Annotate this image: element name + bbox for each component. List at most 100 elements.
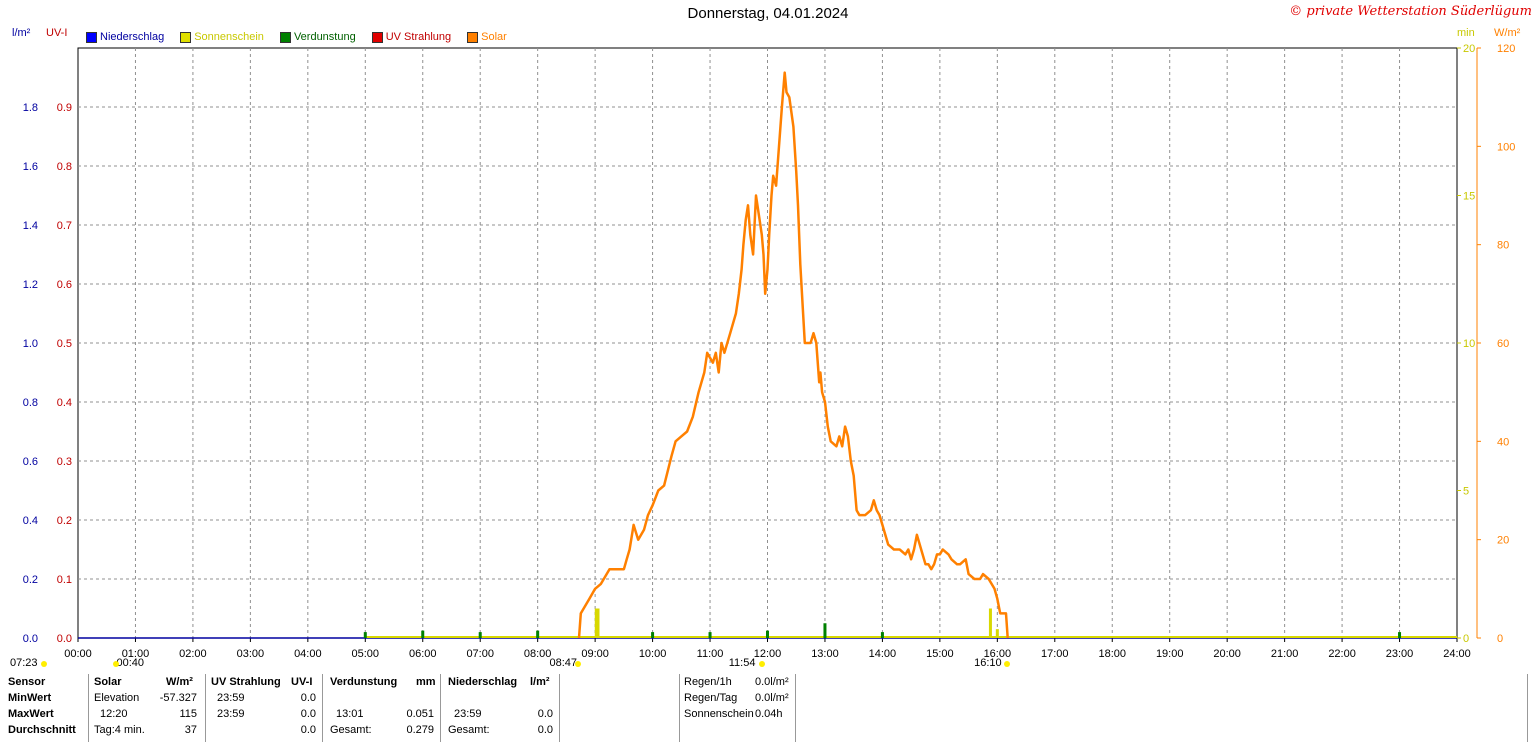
precip-tick-label: 0.8 [23, 397, 38, 409]
evap-total-label: Gesamt: [330, 724, 372, 736]
solar-header: Solar [94, 676, 122, 688]
evap-header: Verdunstung [330, 676, 398, 688]
time-marker-label: 11:54 [728, 657, 756, 669]
stats-precip-column: Niederschlag l/m² 23:59 0.0 Gesamt: 0.0 [440, 674, 560, 742]
x-tick-label: 05:00 [352, 648, 380, 660]
stats-empty-column [559, 674, 680, 742]
x-tick-label: 23:00 [1386, 648, 1414, 660]
x-tick-label: 07:00 [466, 648, 494, 660]
x-tick-label: 03:00 [237, 648, 265, 660]
evaporation-bar [536, 630, 540, 638]
rain-rate-label: Regen/1h [684, 676, 732, 688]
precip-max-time: 23:59 [454, 708, 482, 720]
precip-unit-header: l/m² [530, 676, 550, 688]
solar-tick-label: 0 [1497, 633, 1503, 645]
x-tick-label: 13:00 [811, 648, 839, 660]
sunshine-unit: min [1457, 27, 1475, 39]
solar-min-label: Elevation [94, 692, 140, 704]
solar-tick-label: 100 [1497, 141, 1515, 153]
legend-sonnenschein: Sonnenschein [180, 31, 264, 43]
stats-table: Sensor MinWert MaxWert Durchschnitt Sola… [0, 674, 1536, 742]
uv-max-time: 23:59 [217, 708, 245, 720]
x-tick-label: 09:00 [581, 648, 609, 660]
legend-label: Verdunstung [293, 31, 356, 43]
legend-solar: Solar [467, 31, 507, 43]
precip-tick-label: 1.0 [23, 338, 38, 350]
uv-tick-label: 0.4 [57, 397, 72, 409]
x-tick-label: 11:00 [697, 648, 724, 660]
stats-rain-column: Regen/1h 0.0l/m² Regen/Tag 0.0l/m² Sonne… [679, 674, 796, 742]
sunshine-tick-label: 15 [1463, 191, 1475, 203]
rain-rate-value: 0.0l/m² [755, 676, 789, 688]
x-tick-label: 16:00 [984, 648, 1012, 660]
solar-tick-label: 40 [1497, 436, 1509, 448]
legend-uv: UV Strahlung [371, 31, 451, 43]
chart-legend: Niederschlag Sonnenschein Verdunstung UV… [86, 31, 507, 43]
uv-header: UV Strahlung [211, 676, 281, 688]
stats-solar-column: Solar W/m² Elevation -57.327 12:20 115 T… [88, 674, 206, 742]
max-row-label: MaxWert [8, 708, 54, 720]
copyright-text: © private Wetterstation Süderlügum [1289, 4, 1532, 19]
legend-swatch-icon [279, 31, 291, 43]
solar-max-value: 115 [179, 708, 197, 720]
solar-min-value: -57.327 [159, 692, 197, 704]
sunshine-tick-label: 20 [1463, 43, 1475, 55]
sunshine-bar [988, 608, 992, 638]
sunshine-tick-label: 0 [1463, 633, 1469, 645]
sun-marker-icon [575, 661, 582, 667]
solar-unit: W/m² [1494, 27, 1521, 39]
stats-sensor-column: Sensor MinWert MaxWert Durchschnitt [0, 674, 89, 742]
legend-swatch-icon [467, 31, 479, 43]
legend-swatch-icon [86, 31, 97, 43]
x-tick-label: 24:00 [1443, 648, 1471, 660]
uv-tick-label: 0.2 [57, 515, 72, 527]
rain-day-value: 0.0l/m² [755, 692, 789, 704]
evaporation-bar [421, 630, 425, 638]
sensor-header: Sensor [8, 676, 46, 688]
uv-min-time: 23:59 [217, 692, 245, 704]
evap-unit-header: mm [416, 676, 436, 688]
uv-min-value: 0.0 [300, 692, 316, 704]
evaporation-bar [823, 623, 827, 638]
sun-marker-icon [758, 661, 765, 667]
legend-niederschlag: Niederschlag [86, 31, 164, 43]
time-marker-label: 07:23 [10, 657, 38, 669]
solar-avg-label: Tag:4 min. [94, 724, 145, 736]
evaporation-bar [1398, 632, 1402, 638]
time-marker-label: 00:40 [116, 657, 145, 669]
sun-marker-icon [113, 661, 120, 667]
evaporation-bar [363, 632, 367, 638]
legend-label: Sonnenschein [194, 31, 264, 43]
sunshine-label: Sonnenschein [684, 708, 754, 720]
precip-tick-label: 1.8 [23, 102, 38, 114]
sun-marker-icon [41, 661, 47, 667]
legend-swatch-icon [180, 31, 192, 43]
x-tick-label: 20:00 [1213, 648, 1241, 660]
precip-total-value: 0.0 [537, 724, 553, 736]
x-tick-label: 02:00 [179, 648, 207, 660]
evap-total-value: 0.279 [406, 724, 434, 736]
x-tick-label: 10:00 [639, 648, 667, 660]
x-tick-label: 00:00 [64, 648, 92, 660]
solar-max-time: 12:20 [100, 708, 128, 720]
x-tick-label: 18:00 [1098, 648, 1126, 660]
x-tick-label: 22:00 [1328, 648, 1356, 660]
uv-avg-value: 0.0 [300, 724, 316, 736]
x-tick-label: 12:00 [754, 648, 782, 660]
precip-max-value: 0.0 [537, 708, 553, 720]
precip-tick-label: 0.0 [23, 633, 38, 645]
solar-avg-value: 37 [184, 724, 197, 736]
x-tick-label: 14:00 [869, 648, 897, 660]
stats-uv-column: UV Strahlung UV-I 23:59 0.0 23:59 0.0 0.… [205, 674, 323, 742]
uv-unit-header: UV-I [291, 676, 313, 688]
rain-day-label: Regen/Tag [684, 692, 738, 704]
x-tick-label: 17:00 [1041, 648, 1069, 660]
sun-marker-icon [1004, 661, 1011, 667]
sunshine-tick-label: 5 [1463, 486, 1469, 498]
uv-tick-label: 0.7 [57, 220, 72, 232]
uv-max-value: 0.0 [300, 708, 316, 720]
x-tick-label: 15:00 [926, 648, 954, 660]
uv-tick-label: 0.9 [57, 102, 72, 114]
legend-swatch-icon [371, 31, 383, 43]
precip-unit: l/m² [12, 27, 31, 39]
